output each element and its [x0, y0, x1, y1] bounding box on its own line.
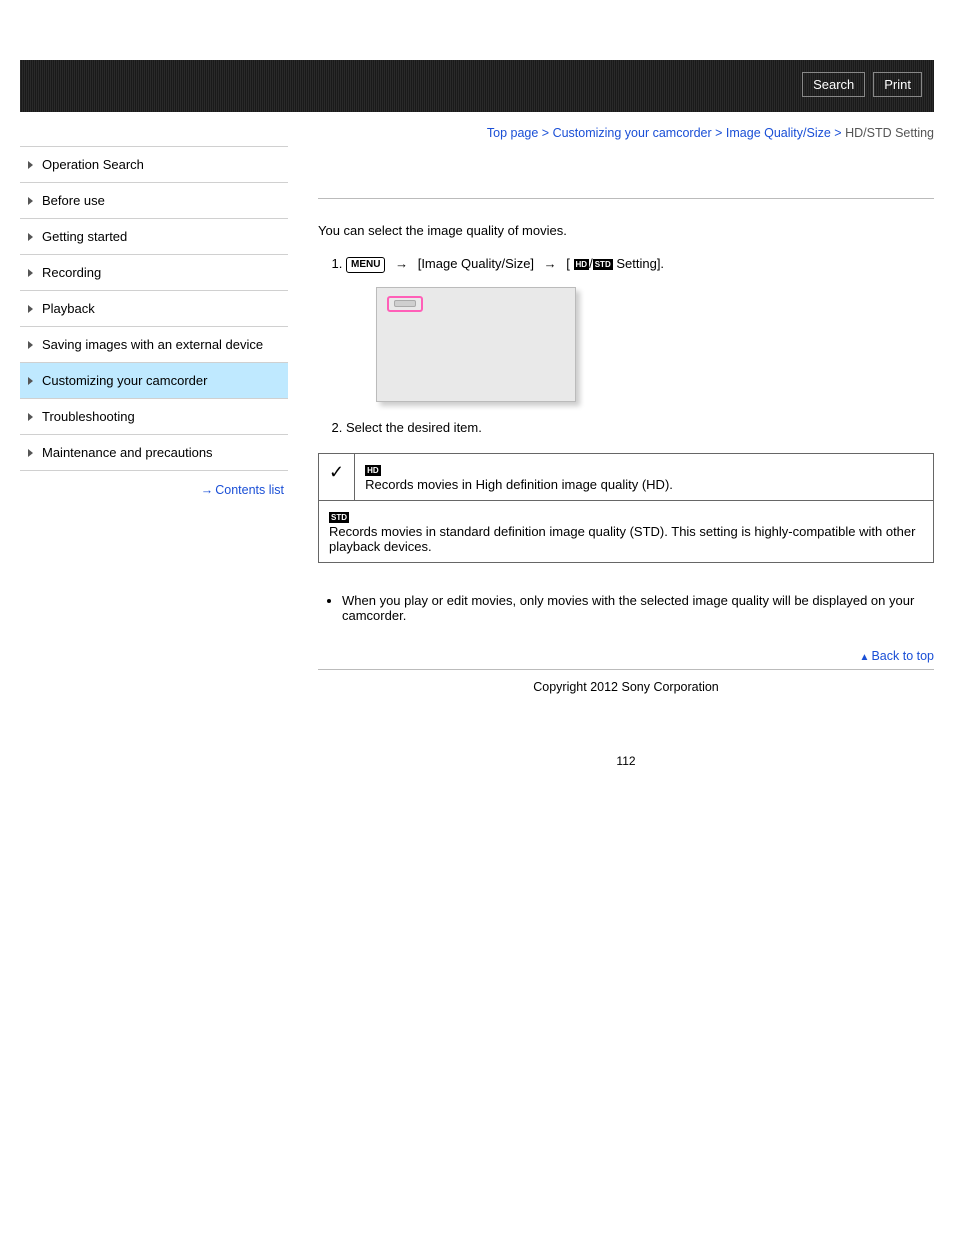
- intro-text: You can select the image quality of movi…: [318, 223, 934, 238]
- option-cell: STDRecords movies in standard definition…: [319, 500, 934, 562]
- breadcrumb: Top page > Customizing your camcorder > …: [20, 112, 934, 146]
- arrow-right-icon: →: [201, 483, 212, 497]
- divider: [318, 198, 934, 199]
- sidebar-item[interactable]: Playback: [20, 291, 288, 327]
- screenshot-highlight: [387, 296, 423, 312]
- breadcrumb-link-top[interactable]: Top page: [487, 126, 538, 140]
- step1-bracket: [: [566, 256, 570, 271]
- sidebar-item[interactable]: Saving images with an external device: [20, 327, 288, 363]
- back-to-top-link[interactable]: Back to top: [871, 649, 934, 663]
- step-2: Select the desired item.: [346, 420, 934, 435]
- option-text: Records movies in High definition image …: [365, 477, 673, 492]
- breadcrumb-sep: >: [538, 126, 552, 140]
- triangle-up-icon: ▲: [860, 652, 870, 663]
- breadcrumb-sep: >: [831, 126, 845, 140]
- sidebar-item[interactable]: Maintenance and precautions: [20, 435, 288, 471]
- arrow-right-icon: →: [544, 256, 557, 271]
- page-number: 112: [318, 694, 934, 768]
- main-content: You can select the image quality of movi…: [318, 146, 934, 768]
- options-table: ✓HDRecords movies in High definition ima…: [318, 453, 934, 563]
- sidebar-item[interactable]: Operation Search: [20, 147, 288, 183]
- breadcrumb-link-customizing[interactable]: Customizing your camcorder: [553, 126, 712, 140]
- step-1: MENU → [Image Quality/Size] → [ HD/STD S…: [346, 256, 934, 402]
- contents-list-link[interactable]: Contents list: [215, 483, 284, 497]
- arrow-right-icon: →: [395, 256, 408, 271]
- check-icon: ✓: [319, 453, 355, 500]
- screenshot-illustration: [376, 287, 576, 402]
- notes-list: When you play or edit movies, only movie…: [318, 593, 934, 623]
- step1-mid: [Image Quality/Size]: [418, 256, 534, 271]
- option-text: Records movies in standard definition im…: [329, 524, 915, 554]
- note-item: When you play or edit movies, only movie…: [342, 593, 934, 623]
- table-row: ✓HDRecords movies in High definition ima…: [319, 453, 934, 500]
- sidebar-item[interactable]: Customizing your camcorder: [20, 363, 288, 399]
- sidebar-item[interactable]: Before use: [20, 183, 288, 219]
- table-row: STDRecords movies in standard definition…: [319, 500, 934, 562]
- menu-icon: MENU: [346, 257, 385, 273]
- sidebar-item[interactable]: Getting started: [20, 219, 288, 255]
- print-button[interactable]: Print: [873, 72, 922, 97]
- std-badge-icon: STD: [593, 259, 613, 270]
- breadcrumb-link-image-quality[interactable]: Image Quality/Size: [726, 126, 831, 140]
- topbar: Search Print: [20, 60, 934, 112]
- breadcrumb-sep: >: [712, 126, 726, 140]
- breadcrumb-current: HD/STD Setting: [845, 126, 934, 140]
- std-badge-icon: STD: [329, 512, 349, 523]
- hd-badge-icon: HD: [365, 465, 381, 476]
- sidebar-item[interactable]: Recording: [20, 255, 288, 291]
- sidebar: Operation SearchBefore useGetting starte…: [20, 146, 288, 768]
- search-button[interactable]: Search: [802, 72, 865, 97]
- option-cell: HDRecords movies in High definition imag…: [355, 453, 934, 500]
- sidebar-item[interactable]: Troubleshooting: [20, 399, 288, 435]
- step1-tail: Setting].: [616, 256, 664, 271]
- hd-badge-icon: HD: [574, 259, 590, 270]
- copyright-text: Copyright 2012 Sony Corporation: [318, 670, 934, 694]
